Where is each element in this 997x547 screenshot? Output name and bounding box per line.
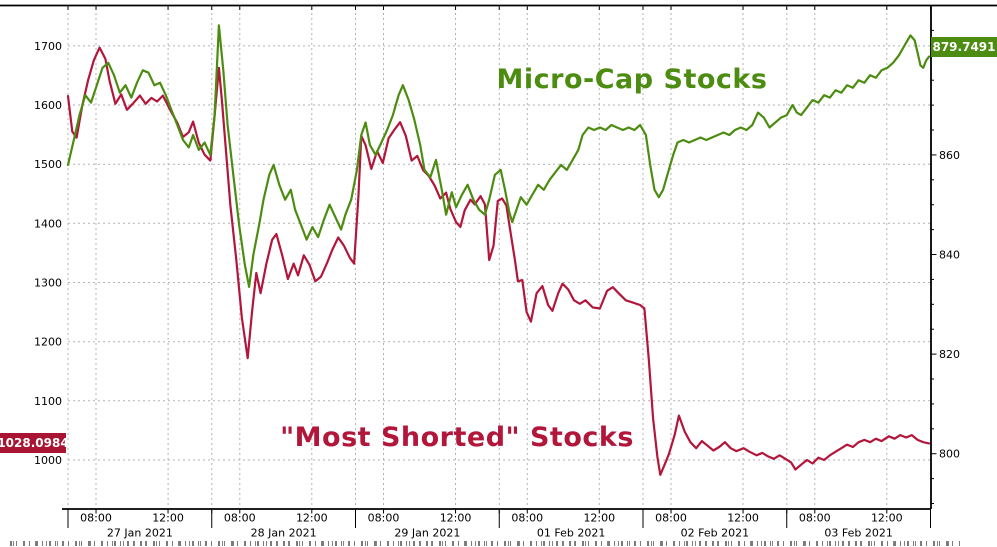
annotation-most-shorted-stocks: "Most Shorted" Stocks	[280, 422, 634, 453]
time-tick-label: 12:00	[871, 512, 903, 525]
left-axis-tick-label: 1300	[34, 277, 62, 290]
left-axis-tick-label: 1400	[34, 217, 62, 230]
time-tick-label: 08:00	[368, 512, 400, 525]
right-axis-tick-label: 820	[939, 348, 960, 361]
right-axis-tick-label: 860	[939, 149, 960, 162]
date-label: 29 Jan 2021	[394, 527, 460, 540]
right-axis-tick-label: 800	[939, 448, 960, 461]
time-tick-label: 12:00	[440, 512, 472, 525]
left-axis-tick-label: 1500	[34, 158, 62, 171]
series-line-micro-cap	[66, 24, 931, 288]
left-axis-tick-label: 1100	[34, 395, 62, 408]
left-axis-tick-label: 1200	[34, 336, 62, 349]
left-axis-tick-label: 1000	[34, 454, 62, 467]
tick-marks	[67, 5, 937, 528]
date-label: 28 Jan 2021	[251, 527, 317, 540]
last-value-tag-most-shorted: 1028.0984	[0, 433, 69, 453]
date-label: 02 Feb 2021	[681, 527, 749, 540]
axis-spines	[0, 4, 997, 510]
left-axis-tick-label: 1700	[34, 40, 62, 53]
time-tick-label: 08:00	[224, 512, 256, 525]
time-tick-label: 12:00	[152, 512, 184, 525]
time-tick-label: 12:00	[727, 512, 759, 525]
time-tick-label: 08:00	[511, 512, 543, 525]
time-tick-label: 12:00	[296, 512, 328, 525]
date-label: 03 Feb 2021	[824, 527, 892, 540]
date-label: 27 Jan 2021	[107, 527, 173, 540]
gridlines	[67, 8, 931, 509]
annotation-micro-cap-stocks: Micro-Cap Stocks	[496, 64, 768, 95]
series-line-most-shorted	[66, 46, 931, 476]
time-tick-label: 08:00	[799, 512, 831, 525]
clipped-footer-text	[10, 541, 960, 546]
time-tick-label: 12:00	[583, 512, 615, 525]
left-axis-tick-label: 1600	[34, 99, 62, 112]
date-label: 01 Feb 2021	[537, 527, 605, 540]
time-tick-label: 08:00	[655, 512, 687, 525]
right-axis-tick-label: 840	[939, 249, 960, 262]
axis-labels: 1000 1100 1200 1300 1400 1500 1600 1700 800 820 84…	[34, 40, 960, 540]
time-tick-label: 08:00	[80, 512, 112, 525]
last-value-tag-micro-cap: 879.7491	[931, 37, 997, 57]
